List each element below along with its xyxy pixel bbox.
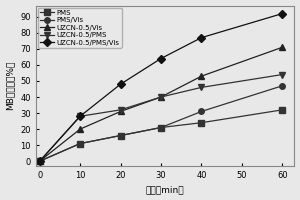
UZCN-0.5/Vis: [200, 75, 203, 77]
PMS/Vis: [38, 160, 41, 162]
PMS: [280, 109, 284, 111]
UZCN-0.5/PMS/Vis: [78, 115, 82, 117]
UZCN-0.5/PMS/Vis: [159, 57, 163, 60]
UZCN-0.5/PMS: [280, 73, 284, 76]
PMS: [78, 142, 82, 145]
PMS/Vis: [119, 134, 122, 137]
UZCN-0.5/PMS/Vis: [280, 12, 284, 15]
X-axis label: 时间（min）: 时间（min）: [146, 185, 184, 194]
PMS/Vis: [78, 142, 82, 145]
UZCN-0.5/PMS/Vis: [38, 160, 41, 162]
UZCN-0.5/PMS: [159, 96, 163, 98]
Line: UZCN-0.5/PMS: UZCN-0.5/PMS: [36, 71, 286, 165]
UZCN-0.5/PMS: [38, 160, 41, 162]
UZCN-0.5/Vis: [78, 128, 82, 130]
Line: PMS: PMS: [37, 107, 285, 164]
Line: PMS/Vis: PMS/Vis: [37, 83, 285, 164]
UZCN-0.5/Vis: [119, 110, 122, 113]
Legend: PMS, PMS/Vis, UZCN-0.5/Vis, UZCN-0.5/PMS, UZCN-0.5/PMS/Vis: PMS, PMS/Vis, UZCN-0.5/Vis, UZCN-0.5/PMS…: [38, 8, 122, 48]
Line: UZCN-0.5/PMS/Vis: UZCN-0.5/PMS/Vis: [37, 11, 285, 164]
UZCN-0.5/PMS: [119, 109, 122, 111]
PMS: [38, 160, 41, 162]
PMS: [159, 126, 163, 129]
PMS: [119, 134, 122, 137]
UZCN-0.5/PMS: [200, 86, 203, 89]
PMS/Vis: [280, 85, 284, 87]
UZCN-0.5/PMS: [78, 115, 82, 117]
UZCN-0.5/Vis: [280, 46, 284, 48]
PMS: [200, 122, 203, 124]
UZCN-0.5/PMS/Vis: [200, 36, 203, 39]
PMS/Vis: [200, 110, 203, 113]
Y-axis label: MB去除率（%）: MB去除率（%）: [6, 61, 15, 110]
UZCN-0.5/Vis: [38, 160, 41, 162]
UZCN-0.5/PMS/Vis: [119, 83, 122, 85]
Line: UZCN-0.5/Vis: UZCN-0.5/Vis: [36, 44, 286, 165]
UZCN-0.5/Vis: [159, 96, 163, 98]
PMS/Vis: [159, 126, 163, 129]
